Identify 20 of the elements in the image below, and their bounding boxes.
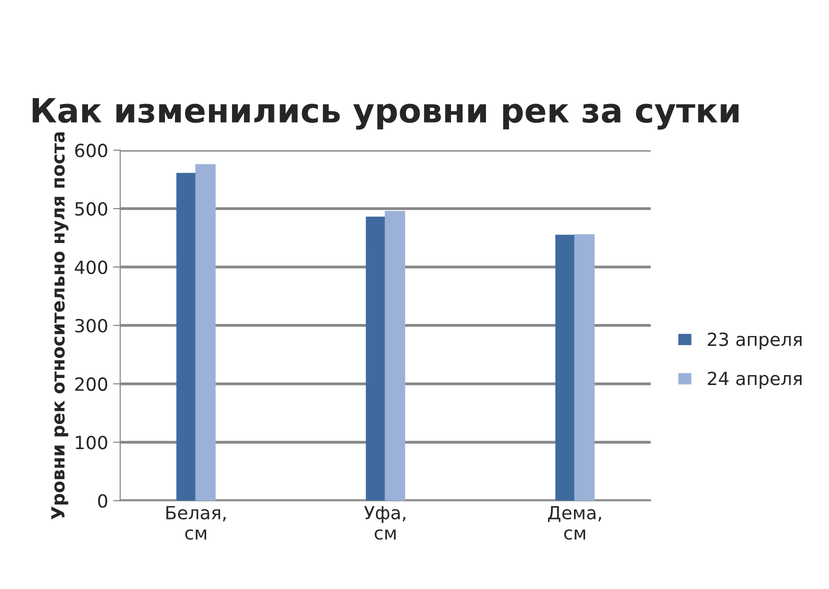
- bar: [195, 164, 216, 501]
- y-axis-title: Уровни рек относительно нуля поста: [51, 132, 68, 520]
- x-tick-label: Белая, см: [166, 506, 226, 540]
- y-tick-label: 300: [75, 318, 108, 333]
- y-tick-label: 500: [75, 202, 108, 216]
- bar: [366, 216, 386, 501]
- bar: [176, 172, 197, 501]
- bar: [574, 234, 595, 501]
- bar: [384, 210, 406, 501]
- bar: [555, 234, 576, 501]
- y-tick-label: 200: [75, 377, 108, 391]
- legend-label: 23 апреля: [708, 332, 802, 350]
- y-tick-label: 600: [75, 144, 108, 158]
- y-tick-label: 0: [98, 494, 108, 508]
- y-tick-label: 100: [76, 436, 108, 450]
- y-tick-label: 400: [74, 260, 108, 274]
- chart-title: Как изменились уровни рек за сутки: [32, 98, 739, 130]
- x-tick-label: Уфа, см: [364, 506, 406, 540]
- legend-label: 24 апреля: [708, 372, 802, 389]
- x-tick-label: Дема, см: [548, 506, 602, 540]
